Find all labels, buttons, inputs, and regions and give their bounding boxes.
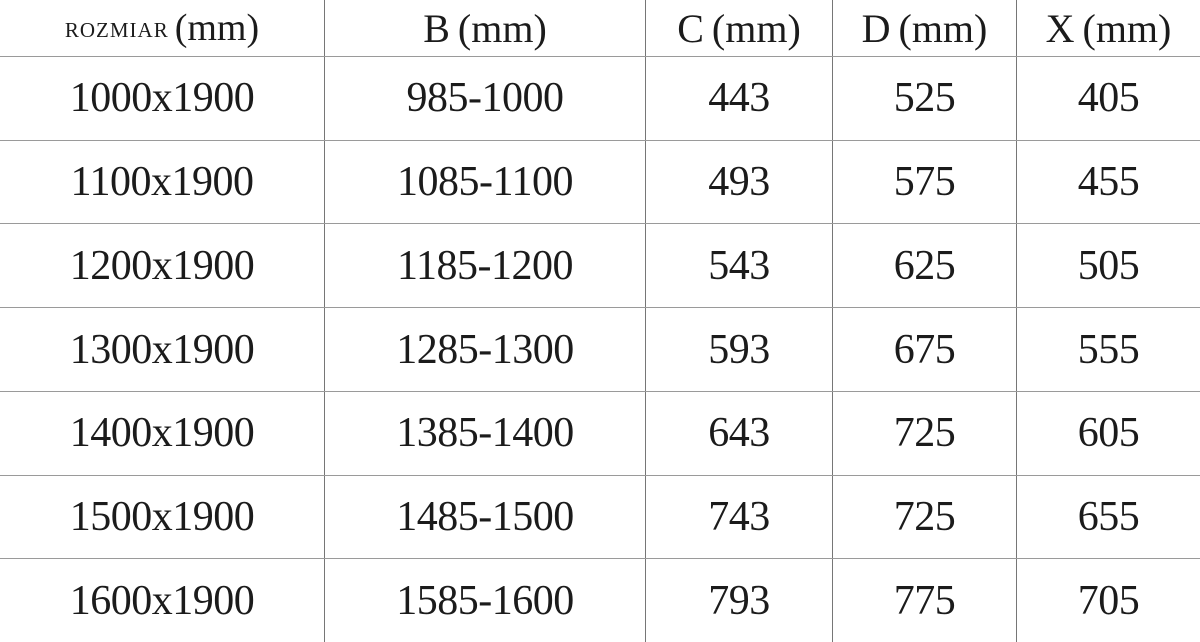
header-cell-d: D (mm) [833, 0, 1017, 56]
table-cell-rozmiar: 1200x1900 [0, 224, 325, 308]
table-cell-c: 743 [646, 475, 833, 559]
header-label: X [1045, 5, 1075, 51]
table-row: 1500x1900 1485-1500 743 725 655 [0, 475, 1200, 560]
table-cell-c: 793 [646, 559, 833, 642]
table-cell-rozmiar: 1300x1900 [0, 308, 325, 391]
table-cell-d: 725 [833, 475, 1017, 559]
header-unit: (mm) [174, 7, 260, 49]
table-cell-b: 1585-1600 [325, 559, 646, 642]
table-cell-rozmiar: 1000x1900 [0, 57, 325, 140]
header-label: B [423, 5, 450, 51]
header-unit: (mm) [1082, 5, 1172, 51]
table-cell-c: 493 [646, 140, 833, 224]
table-cell-x: 555 [1077, 326, 1140, 373]
table-cell-d: 725 [833, 391, 1017, 475]
table-cell-x: 405 [1077, 75, 1140, 122]
table-row: 1300x1900 1285-1300 593 675 555 [0, 308, 1200, 392]
table-row: 1600x1900 1585-1600 793 775 705 [0, 559, 1200, 642]
table-cell-d: 525 [833, 57, 1017, 140]
header-unit: (mm) [898, 5, 988, 51]
header-label: ROZMIAR [64, 17, 169, 42]
table-cell-x: 705 [1077, 577, 1140, 624]
header-cell-x: X (mm) [1017, 0, 1200, 56]
table-header-row: ROZMIAR (mm) B (mm) C (mm) D (mm) X (mm) [0, 0, 1200, 57]
table-cell-d: 775 [833, 559, 1017, 642]
table-cell-d: 675 [833, 308, 1017, 391]
table-cell-c: 643 [646, 391, 833, 475]
table-cell-b: 1085-1100 [325, 140, 646, 224]
header-label: D [861, 5, 891, 51]
table-cell-b: 985-1000 [325, 57, 646, 140]
header-label: C [677, 5, 704, 51]
table-row: 1400x1900 1385-1400 643 725 605 [0, 391, 1200, 476]
header-unit: (mm) [711, 5, 801, 51]
header-cell-b: B (mm) [325, 0, 646, 56]
table-cell-rozmiar: 1100x1900 [0, 140, 325, 224]
table-cell-b: 1485-1500 [325, 475, 646, 559]
table-cell-c: 593 [646, 308, 833, 391]
header-cell-rozmiar: ROZMIAR (mm) [0, 0, 325, 56]
table-row: 1100x1900 1085-1100 493 575 455 [0, 140, 1200, 225]
table-cell-c: 543 [646, 224, 833, 308]
table-cell-d: 575 [833, 140, 1017, 224]
header-cell-c: C (mm) [646, 0, 833, 56]
table-row: 1200x1900 1185-1200 543 625 505 [0, 224, 1200, 309]
table-cell-x: 655 [1077, 493, 1140, 540]
table-cell-b: 1385-1400 [325, 391, 646, 475]
table-cell-b: 1185-1200 [325, 224, 646, 308]
table-cell-b: 1285-1300 [325, 308, 646, 391]
table-cell-x: 505 [1077, 242, 1140, 289]
table-cell-x: 605 [1077, 410, 1140, 457]
table-row: 1000x1900 985-1000 443 525 405 [0, 57, 1200, 141]
table-cell-rozmiar: 1600x1900 [0, 559, 325, 642]
table-cell-x: 455 [1077, 159, 1140, 206]
table-cell-c: 443 [646, 57, 833, 140]
table-cell-rozmiar: 1500x1900 [0, 475, 325, 559]
header-unit: (mm) [457, 5, 547, 51]
table-cell-rozmiar: 1400x1900 [0, 391, 325, 475]
table-cell-d: 625 [833, 224, 1017, 308]
